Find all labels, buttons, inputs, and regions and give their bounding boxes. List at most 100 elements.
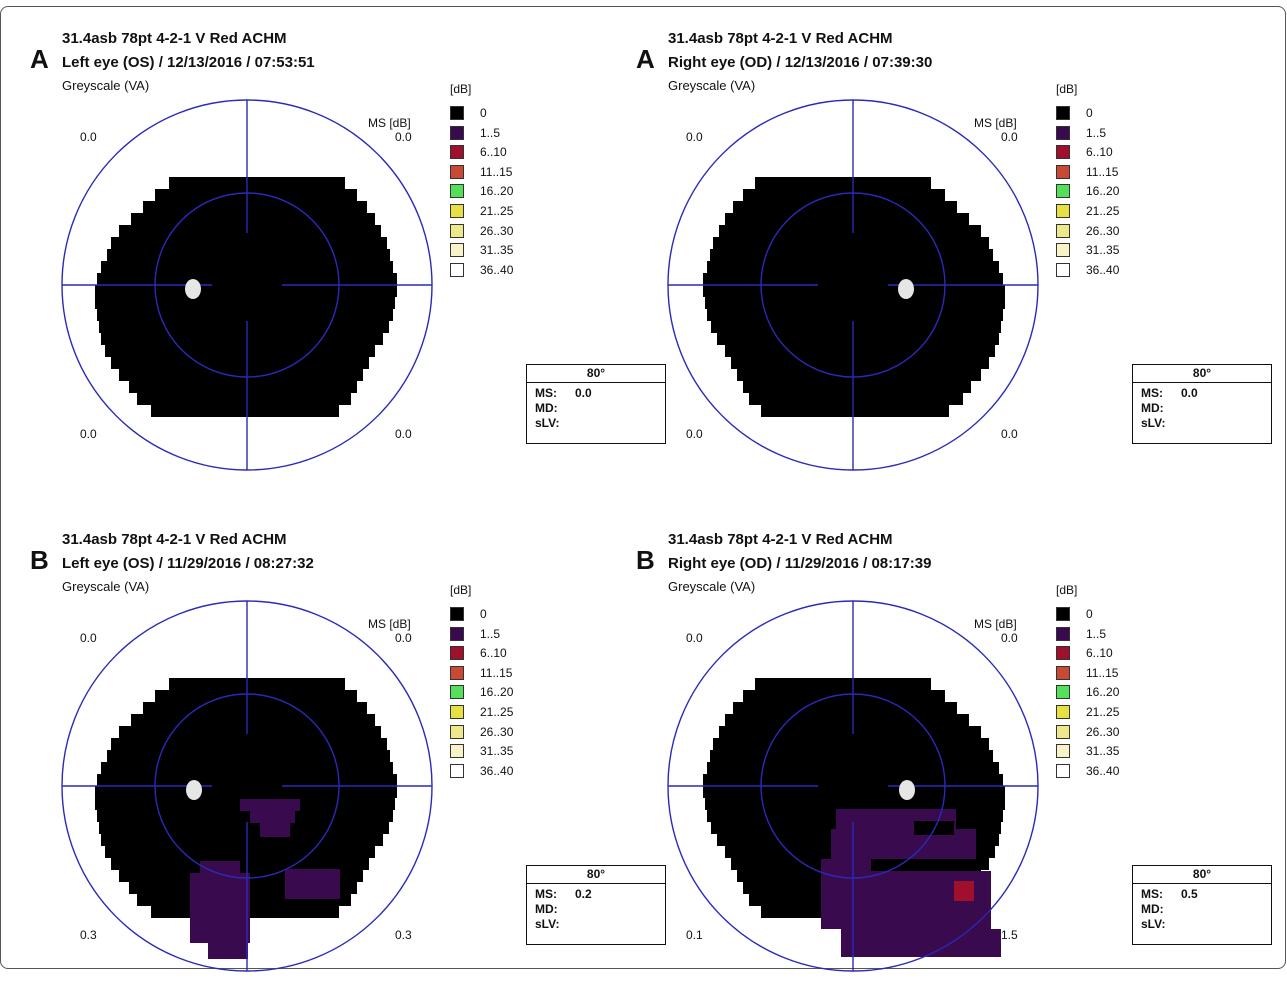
legend-label: 11..15 [480,665,513,680]
eye-label: Left eye (OS) [62,555,155,572]
stat-md: MD: [527,902,665,917]
legend-swatch [450,204,464,218]
display-mode: Greyscale (VA) [668,579,756,594]
visual-field-map [61,99,433,471]
legend-swatch [1056,724,1070,739]
sensitivity-patch [285,869,340,899]
legend-swatch [1056,223,1070,238]
visual-field-map [667,600,1039,972]
legend-swatch [1056,685,1070,700]
panel-a-right-eye: A 31.4asb 78pt 4-2-1 V Red ACHM Right ey… [636,12,1272,482]
visual-field-map [667,99,1039,471]
eye-label: Right eye (OD) [668,555,773,572]
panel-letter: B [636,545,655,575]
blind-spot-marker [185,279,201,299]
stat-md: MD: [1133,902,1271,917]
legend-label: 21..25 [480,204,514,218]
legend-swatch [450,685,464,700]
stat-ms: MS: 0.2 [527,887,665,902]
legend-label: 16..20 [480,184,514,199]
legend-swatch [1056,164,1070,179]
quadrant-lr: 1.5 [1001,928,1018,942]
eye-label: Right eye (OD) [668,54,773,71]
sensitivity-patch [260,823,290,837]
stats-box: 80° MS: 0.5 MD: sLV: [1132,865,1272,945]
tested-region [95,177,397,417]
legend-swatch [1056,204,1070,218]
legend-label: 31..35 [1086,243,1120,258]
test-title: 31.4asb 78pt 4-2-1 V Red ACHM [668,30,893,47]
field-angle: 80° [527,866,665,884]
legend-swatch [1056,607,1070,621]
quadrant-ll: 0.0 [686,427,703,441]
legend-label: 0 [480,607,487,621]
legend-label: 36..40 [1086,763,1120,778]
visual-field-map [61,600,433,972]
legend-label: 6..10 [480,145,507,160]
stat-slv: sLV: [527,917,665,932]
ms-value: 0.5 [1181,887,1198,901]
stat-slv: sLV: [1133,416,1271,431]
legend-label: 1..5 [480,125,501,140]
legend-swatch [450,106,464,120]
stat-ms: MS: 0.0 [1133,386,1271,401]
legend-label: 21..25 [480,705,514,719]
ms-label: MS: [1141,386,1163,400]
ms-label: MS: [535,887,557,901]
test-title: 31.4asb 78pt 4-2-1 V Red ACHM [62,531,287,548]
legend-unit: [dB] [450,583,472,597]
ms-unit-label: MS [dB] [368,116,411,130]
quadrant-ul: 0.0 [686,631,703,645]
field-angle: 80° [527,365,665,383]
display-mode: Greyscale (VA) [62,579,150,594]
date-time: / 12/13/2016 / 07:53:51 [154,54,315,71]
legend-swatch [450,125,464,140]
stat-md: MD: [1133,401,1271,416]
legend-label: 0 [1086,106,1093,120]
legend-label: 0 [480,106,487,120]
ms-label: MS: [1141,887,1163,901]
legend-label: 16..20 [480,685,514,700]
quadrant-ur: 0.0 [1001,130,1018,144]
quadrant-ur: 0.0 [395,631,412,645]
field-angle: 80° [1133,365,1271,383]
quadrant-lr: 0.3 [395,928,412,942]
stat-ms: MS: 0.5 [1133,887,1271,902]
legend-label: 21..25 [1086,705,1120,719]
legend-label: 6..10 [1086,646,1113,661]
legend-swatch [450,646,464,661]
legend-swatch [450,223,464,238]
quadrant-lr: 0.0 [1001,427,1018,441]
legend-unit: [dB] [1056,82,1078,96]
legend-swatch [450,626,464,641]
tested-region [95,678,397,918]
sensitivity-patch [250,811,295,823]
eye-and-date: Right eye (OD) / 12/13/2016 / 07:39:30 [668,54,932,71]
display-mode: Greyscale (VA) [668,78,756,93]
ms-value: 0.0 [1181,386,1198,400]
sensitivity-patch [190,873,250,943]
quadrant-ur: 0.0 [1001,631,1018,645]
panel-b-right-eye: B 31.4asb 78pt 4-2-1 V Red ACHM Right ey… [636,513,1272,983]
ms-unit-label: MS [dB] [368,617,411,631]
legend-swatch [1056,744,1070,759]
display-mode: Greyscale (VA) [62,78,150,93]
stat-md: MD: [527,401,665,416]
legend-swatch [1056,763,1070,778]
panel-letter: B [30,545,49,575]
quadrant-ll: 0.0 [80,427,97,441]
legend-label: 26..30 [480,724,514,739]
legend-label: 11..15 [480,164,513,179]
legend-swatch [1056,106,1070,120]
eye-and-date: Left eye (OS) / 12/13/2016 / 07:53:51 [62,54,315,71]
legend-swatch [1056,705,1070,719]
stat-slv: sLV: [527,416,665,431]
legend-label: 36..40 [480,763,514,778]
zero-patch [914,821,954,835]
md-label: MD: [535,902,558,916]
legend-swatch [1056,243,1070,258]
sensitivity-patch [200,861,240,873]
slv-label: sLV: [1141,917,1166,931]
legend-label: 11..15 [1086,164,1119,179]
ms-value: 0.2 [575,887,592,901]
